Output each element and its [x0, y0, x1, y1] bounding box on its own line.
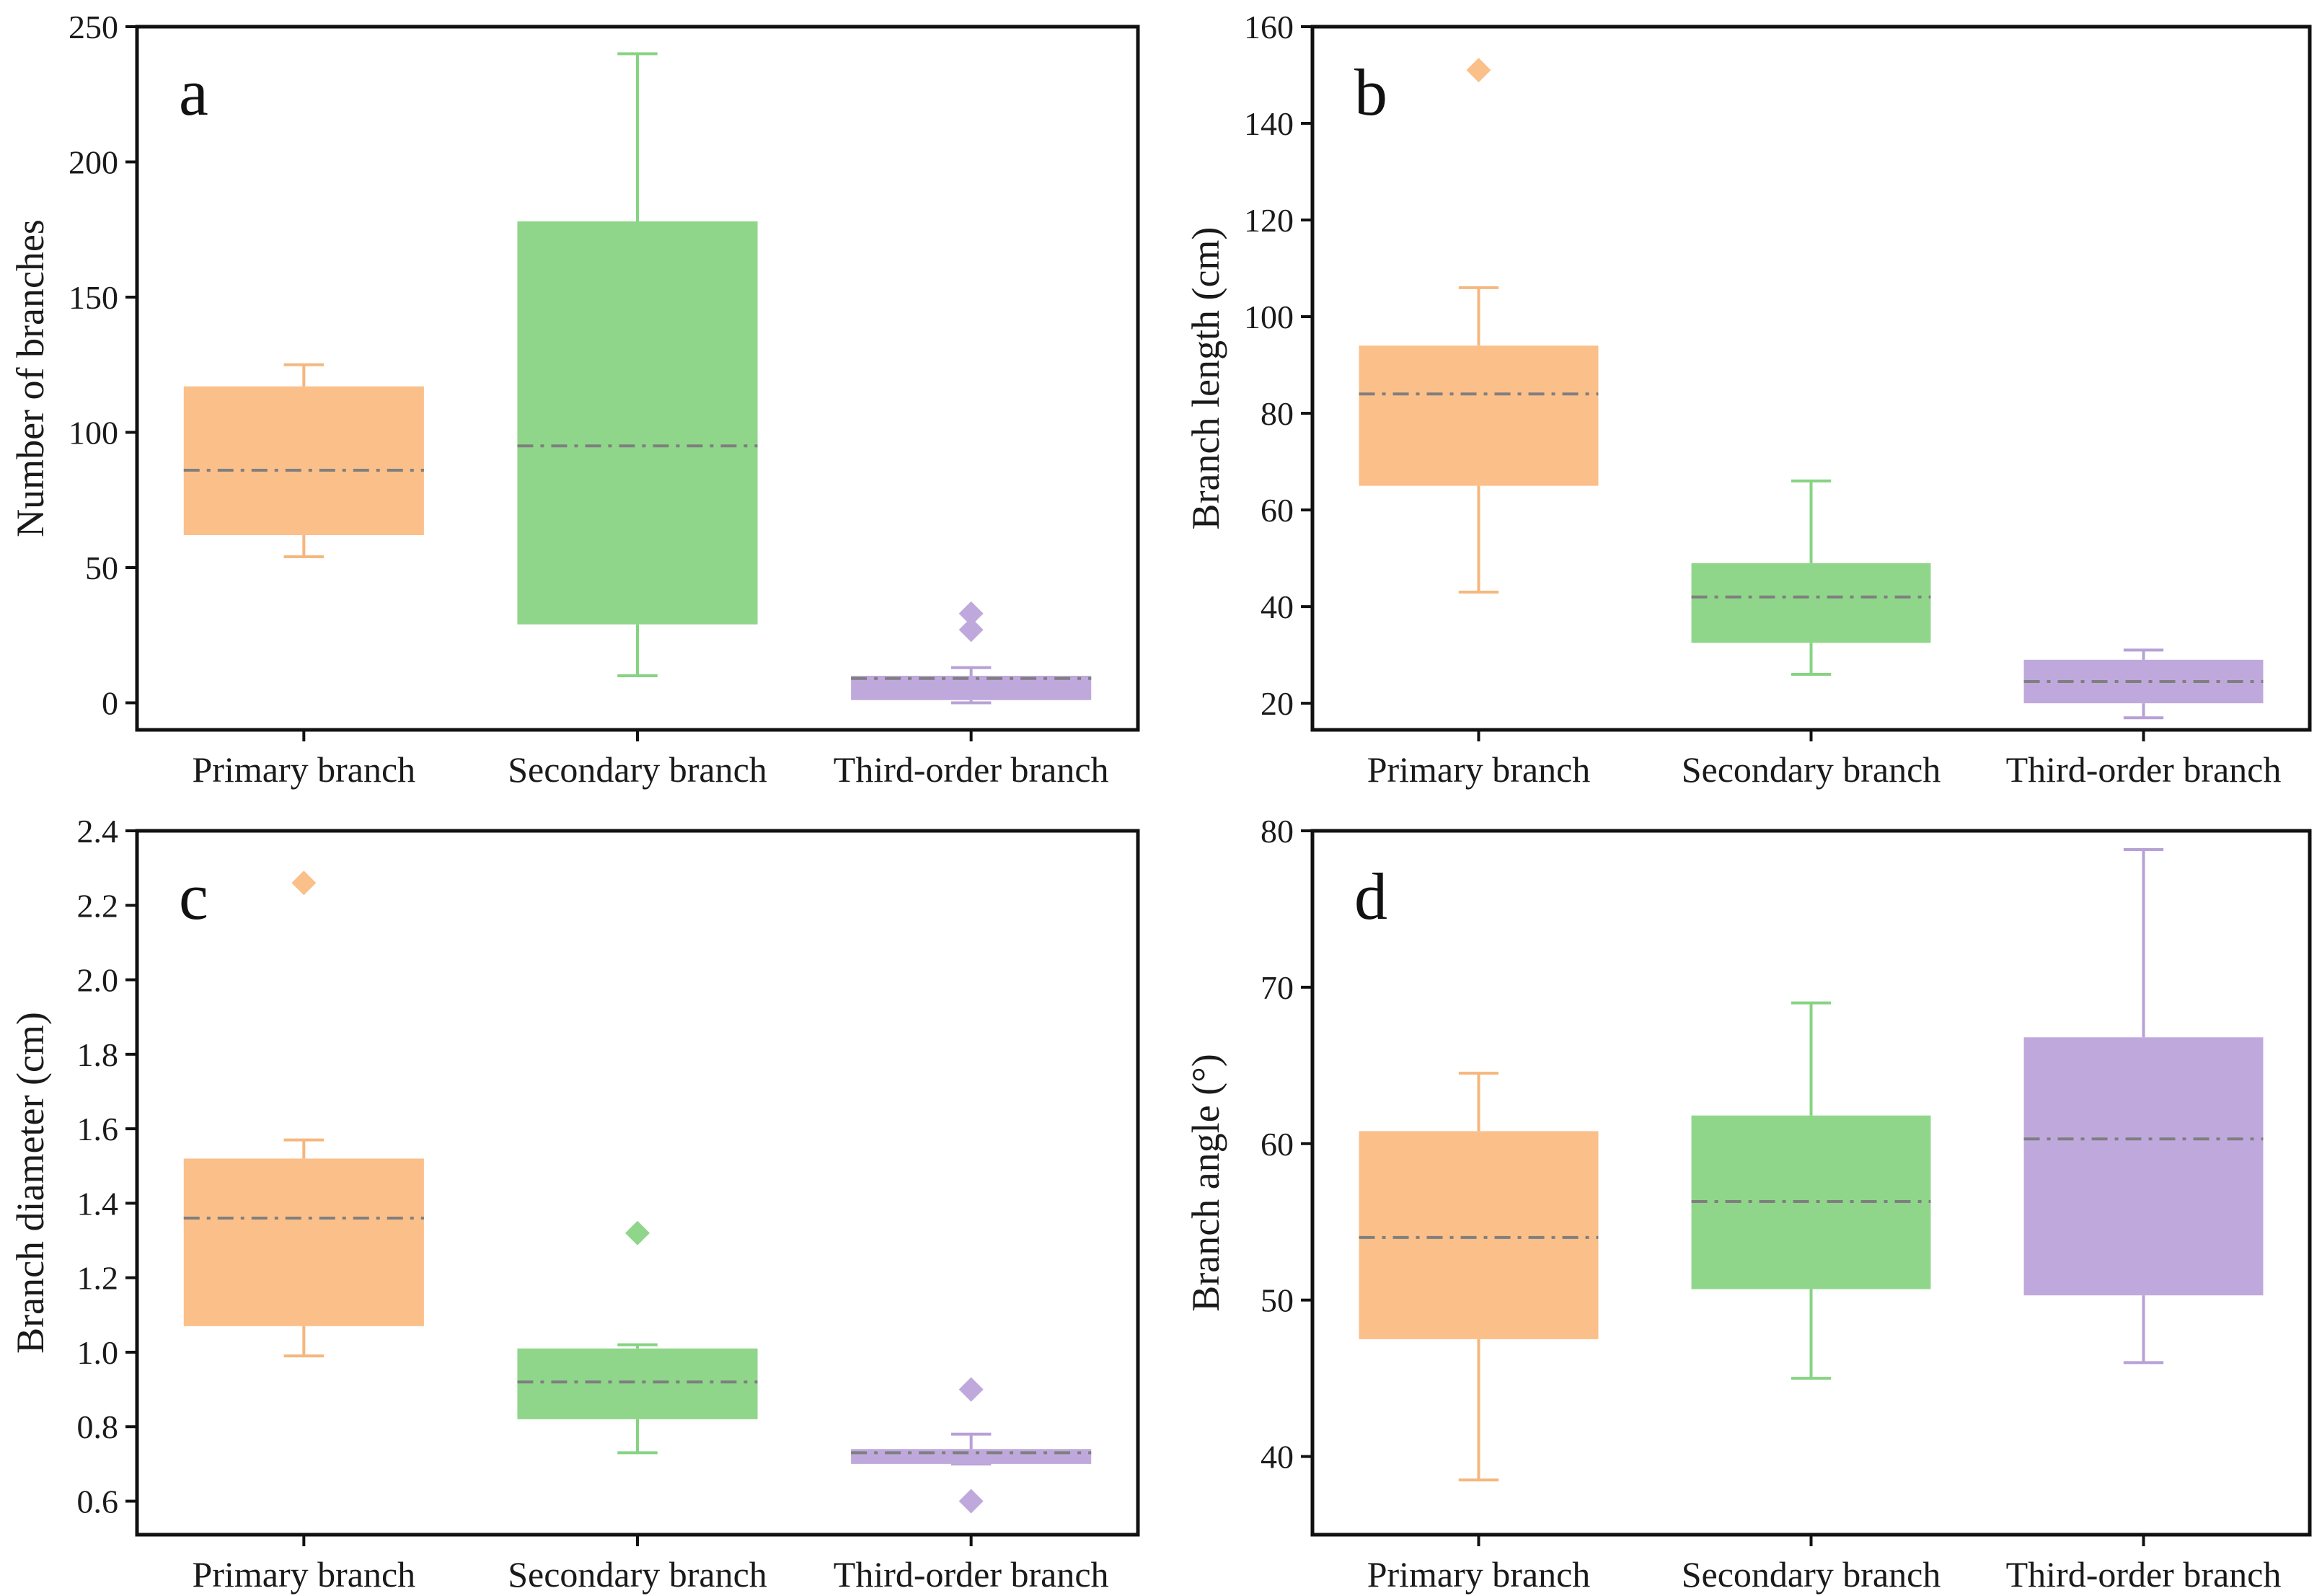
y-tick-label: 80: [1261, 813, 1294, 850]
x-tick-label: Primary branch: [193, 1554, 416, 1595]
y-tick-label: 120: [1244, 202, 1294, 239]
box-third-order-branch: [2023, 648, 2264, 720]
box-secondary-branch: [517, 1220, 758, 1455]
iqr-box: [2023, 1037, 2264, 1296]
box-third-order-branch: [851, 1377, 1092, 1514]
y-tick-label: 1.6: [77, 1111, 119, 1147]
box-secondary-branch: [517, 52, 758, 677]
iqr-box: [1359, 345, 1599, 486]
box-secondary-branch: [1691, 1001, 1931, 1380]
x-tick-label: Primary branch: [1367, 749, 1591, 790]
box-primary-branch: [183, 870, 424, 1358]
y-tick-label: 250: [69, 9, 118, 45]
box-third-order-branch: [851, 601, 1092, 705]
y-axis-title: Number of branches: [9, 219, 52, 537]
y-tick-label: 50: [85, 550, 118, 586]
y-tick-label: 20: [1261, 685, 1294, 722]
y-tick-label: 2.4: [77, 813, 119, 850]
panel-c: 0.6 0.8 1.0 1.2 1.4 1.6 1.8 2.0 2.2 2.4 Primary br…: [9, 813, 1140, 1595]
outlier-point: [958, 1489, 984, 1514]
panel-letter: a: [179, 56, 208, 129]
y-tick-label: 100: [69, 415, 118, 451]
iqr-box: [183, 1158, 424, 1326]
panel-letter: d: [1354, 860, 1387, 933]
panel-a: 0 50 100 150 200 250 Primary branch Secondary b…: [9, 9, 1140, 790]
y-tick-label: 60: [1261, 1126, 1294, 1163]
y-tick-label: 40: [1261, 588, 1294, 625]
iqr-box: [851, 1449, 1092, 1464]
x-tick-label: Third-order branch: [2006, 1554, 2282, 1595]
y-tick-label: 200: [69, 144, 118, 181]
y-tick-label: 2.0: [77, 962, 119, 999]
y-tick-label: 1.2: [77, 1260, 119, 1297]
y-axis-title: Branch length (cm): [1184, 227, 1227, 530]
iqr-box: [517, 1348, 758, 1419]
x-tick-label: Secondary branch: [508, 749, 767, 790]
x-tick-label: Primary branch: [1367, 1554, 1591, 1595]
y-tick-label: 2.2: [77, 887, 119, 924]
y-tick-label: 60: [1261, 492, 1294, 529]
y-tick-label: 160: [1244, 9, 1294, 45]
outlier-point: [958, 601, 984, 626]
iqr-box: [1691, 563, 1931, 643]
y-tick-label: 1.0: [77, 1334, 119, 1371]
box-third-order-branch: [2023, 848, 2264, 1364]
panel-d: 40 50 60 70 80 Primary branch Secondary branch…: [1184, 813, 2312, 1595]
y-tick-label: 1.4: [77, 1185, 119, 1222]
outlier-point: [958, 617, 984, 643]
iqr-box: [183, 386, 424, 535]
x-tick-label: Third-order branch: [834, 749, 1109, 790]
x-tick-label: Secondary branch: [1682, 1554, 1941, 1595]
x-tick-label: Secondary branch: [1682, 749, 1941, 790]
x-tick-label: Third-order branch: [2006, 749, 2282, 790]
y-tick-label: 140: [1244, 105, 1294, 142]
y-tick-label: 100: [1244, 299, 1294, 335]
x-tick-label: Third-order branch: [834, 1554, 1109, 1595]
y-tick-label: 70: [1261, 969, 1294, 1006]
outlier-point: [291, 870, 317, 896]
panel-b: 20 40 60 80 100 120 140 160 Primary branch Second…: [1184, 9, 2312, 790]
box-primary-branch: [183, 363, 424, 558]
y-tick-label: 1.8: [77, 1036, 119, 1073]
y-tick-label: 40: [1261, 1439, 1294, 1476]
y-tick-label: 0.6: [77, 1483, 119, 1520]
y-tick-label: 150: [69, 279, 118, 316]
y-axis-title: Branch angle (°): [1184, 1054, 1227, 1311]
box-secondary-branch: [1691, 479, 1931, 676]
y-tick-label: 0.8: [77, 1408, 119, 1445]
x-tick-label: Secondary branch: [508, 1554, 767, 1595]
box-primary-branch: [1359, 58, 1599, 594]
x-tick-label: Primary branch: [193, 749, 416, 790]
outlier-point: [1466, 58, 1491, 83]
panel-letter: b: [1354, 56, 1387, 129]
outlier-point: [625, 1220, 650, 1246]
y-tick-label: 0: [102, 685, 118, 722]
y-axis-title: Branch diameter (cm): [9, 1012, 52, 1354]
box-primary-branch: [1359, 1072, 1599, 1482]
y-tick-label: 80: [1261, 395, 1294, 432]
outlier-point: [958, 1377, 984, 1402]
panel-letter: c: [179, 860, 208, 933]
iqr-box: [1359, 1131, 1599, 1339]
y-tick-label: 50: [1261, 1282, 1294, 1319]
iqr-box: [517, 221, 758, 625]
